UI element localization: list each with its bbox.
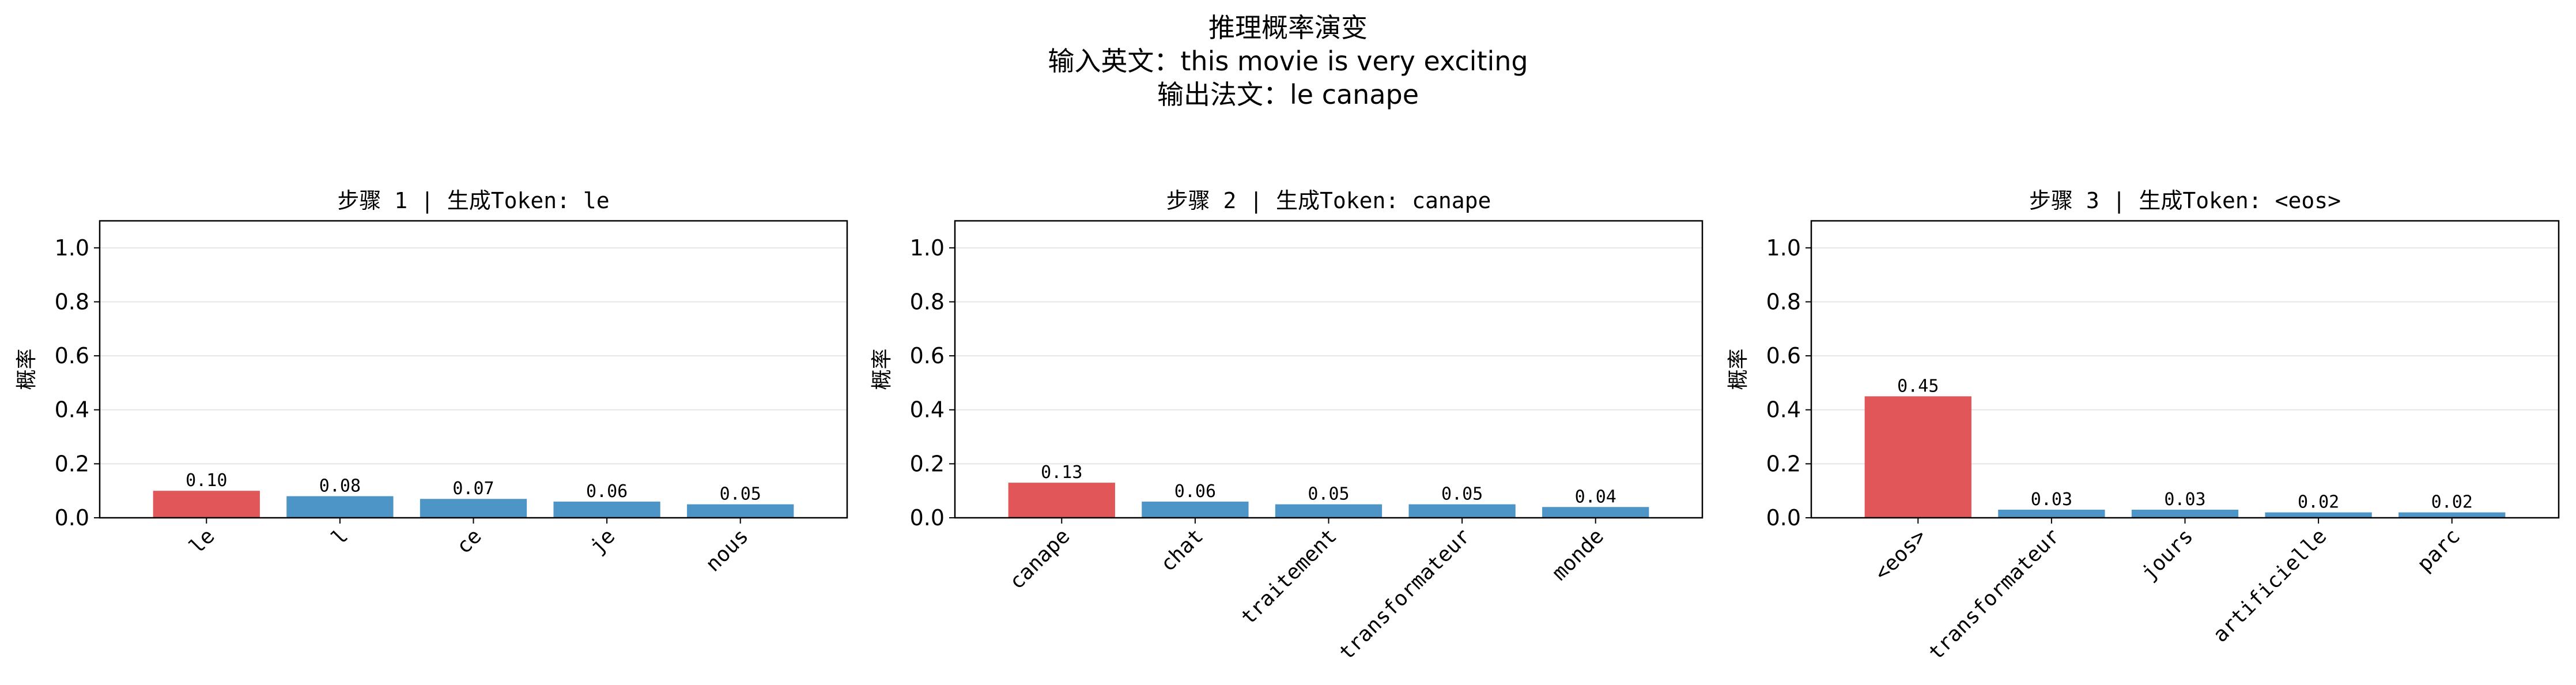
y-tick-label: 1.0 — [910, 235, 945, 261]
y-tick-label: 0.2 — [910, 451, 945, 476]
y-tick-label: 0.6 — [1766, 343, 1801, 368]
bar-selected — [1008, 483, 1115, 518]
data-label: 0.06 — [586, 481, 628, 502]
bar — [1408, 504, 1516, 518]
plot-frame — [1810, 220, 2560, 519]
y-tick-label: 0.2 — [1766, 451, 1801, 476]
bar — [2399, 512, 2506, 518]
y-axis-label: 概率 — [870, 348, 894, 390]
y-tick-label: 0.8 — [1766, 289, 1801, 314]
y-tick-label: 0.4 — [1766, 397, 1801, 423]
y-axis-label: 概率 — [1727, 348, 1750, 390]
y-tick-label: 0.6 — [910, 343, 945, 368]
bar — [286, 496, 394, 518]
data-label: 0.02 — [2298, 492, 2339, 513]
bar — [1998, 509, 2105, 518]
y-tick-label: 1.0 — [55, 235, 89, 261]
data-label: 0.05 — [720, 484, 761, 505]
bar — [1275, 504, 1383, 518]
y-axis-label: 概率 — [15, 348, 39, 390]
data-label: 0.03 — [2164, 490, 2205, 510]
y-tick-label: 0.8 — [910, 289, 945, 314]
y-tick-label: 0.6 — [55, 343, 89, 368]
data-label: 0.45 — [1897, 376, 1939, 396]
data-label: 0.04 — [1575, 487, 1616, 507]
y-tick-label: 0.4 — [910, 397, 945, 423]
bar — [553, 501, 660, 518]
y-tick-label: 0.4 — [55, 397, 89, 423]
bar — [687, 504, 794, 518]
bar — [2131, 509, 2239, 518]
y-tick-label: 0.0 — [55, 505, 89, 530]
data-label: 0.08 — [319, 476, 361, 496]
subplot-1: 步骤 1 | 生成Token: le0.10le0.08l0.07ce0.06j… — [15, 188, 848, 577]
y-tick-label: 0.0 — [910, 505, 945, 530]
figure-title-line-3: 输出法文：le canape — [1157, 79, 1419, 110]
bar — [1142, 501, 1249, 518]
bar-selected — [1864, 396, 1971, 518]
data-label: 0.02 — [2431, 492, 2473, 513]
figure-title: 推理概率演变 输入英文：this movie is very exciting … — [1048, 12, 1528, 110]
y-tick-label: 0.0 — [1766, 505, 1801, 530]
data-label: 0.05 — [1308, 484, 1349, 505]
data-label: 0.06 — [1174, 481, 1216, 502]
y-tick-label: 1.0 — [1766, 235, 1801, 261]
figure-title-line-2: 输入英文：this movie is very exciting — [1048, 46, 1528, 77]
bar-selected — [153, 491, 260, 518]
plot-frame — [954, 220, 1704, 519]
bar — [420, 499, 527, 518]
bar — [2265, 512, 2372, 518]
plot-frame — [99, 220, 848, 519]
subplot-title: 步骤 3 | 生成Token: <eos> — [2029, 188, 2341, 214]
subplot-title: 步骤 1 | 生成Token: le — [337, 188, 609, 214]
data-label: 0.07 — [452, 479, 494, 499]
figure-title-line-1: 推理概率演变 — [1208, 12, 1368, 43]
data-label: 0.13 — [1041, 462, 1082, 483]
bar — [1542, 507, 1649, 518]
data-label: 0.03 — [2031, 490, 2072, 510]
y-tick-label: 0.8 — [55, 289, 89, 314]
data-label: 0.10 — [186, 471, 227, 491]
y-tick-label: 0.2 — [55, 451, 89, 476]
data-label: 0.05 — [1441, 484, 1483, 505]
subplot-title: 步骤 2 | 生成Token: canape — [1166, 188, 1491, 214]
